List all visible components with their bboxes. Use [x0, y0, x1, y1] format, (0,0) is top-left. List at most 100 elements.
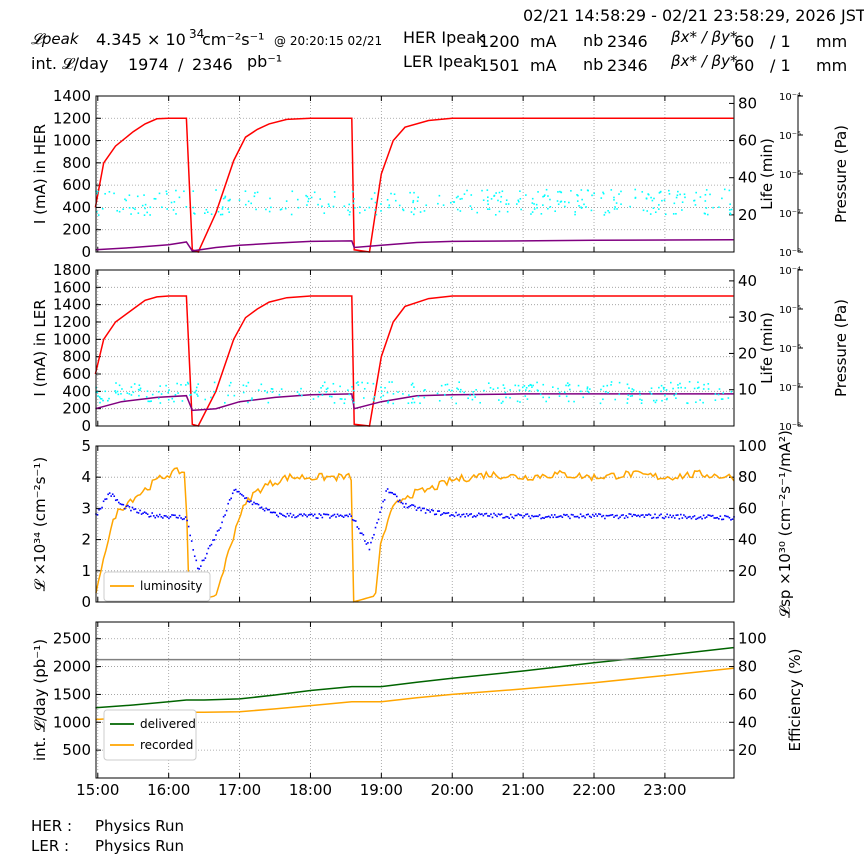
specific-lumi-point [195, 559, 198, 562]
life-point [166, 208, 169, 210]
life-point [658, 386, 660, 389]
life-point [677, 190, 679, 193]
x-tick-label: 18:00 [289, 781, 332, 799]
life-point [583, 203, 585, 206]
life-point [306, 195, 309, 198]
life-point [509, 396, 511, 399]
specific-lumi-point [216, 530, 219, 532]
ler-label: LER Ipeak [403, 52, 483, 71]
specific-lumi-point [687, 516, 690, 518]
life-point [514, 384, 517, 387]
life-point [173, 400, 175, 403]
specific-lumi-point [332, 514, 334, 517]
life-point [497, 199, 499, 202]
specific-lumi-point [356, 526, 359, 528]
life-point [177, 392, 179, 394]
life-point [321, 385, 324, 387]
current-line [94, 117, 734, 253]
life-point [229, 198, 231, 201]
life-point [679, 193, 681, 196]
life-point [181, 400, 184, 402]
life-point [436, 392, 439, 395]
life-point [361, 381, 363, 384]
life-point [402, 208, 404, 211]
life-point [366, 382, 369, 384]
life-point [203, 212, 206, 214]
life-point [472, 391, 474, 393]
specific-lumi-point [629, 513, 632, 516]
life-point [466, 189, 468, 192]
specific-lumi-point [119, 503, 122, 505]
specific-lumi-point [133, 508, 135, 511]
life-point [104, 390, 107, 393]
specific-lumi-point [409, 504, 412, 507]
life-point [183, 190, 185, 193]
life-point [662, 388, 665, 390]
specific-lumi-point [234, 488, 237, 491]
specific-lumi-point [368, 548, 371, 551]
life-point [402, 209, 405, 212]
specific-lumi-point [493, 512, 495, 515]
specific-lumi-point [165, 515, 167, 517]
specific-lumi-point [440, 514, 442, 516]
life-point [456, 387, 458, 390]
life-point [495, 192, 497, 194]
life-point [321, 205, 323, 208]
life-point [166, 193, 168, 195]
life-point [306, 204, 308, 206]
life-point [374, 209, 376, 211]
life-point [170, 201, 173, 204]
life-point [413, 401, 416, 404]
life-point [392, 402, 395, 405]
specific-lumi-point [370, 541, 372, 544]
specific-lumi-point [134, 508, 137, 510]
life-point [390, 192, 392, 195]
life-point [410, 384, 413, 386]
specific-lumi-point [637, 514, 640, 517]
life-point [604, 211, 607, 214]
life-point [570, 190, 572, 192]
life-point [99, 397, 102, 400]
lpeak-unit: cm⁻²s⁻¹ [202, 30, 265, 49]
life-point [267, 401, 270, 404]
specific-lumi-point [508, 517, 510, 520]
life-point [650, 393, 653, 395]
y-tick-label: 0 [81, 243, 91, 261]
legend-box [103, 571, 211, 602]
life-point [703, 212, 706, 215]
specific-lumi-point [178, 514, 181, 517]
life-point [459, 390, 462, 393]
date-range: 02/21 14:58:29 - 02/21 23:58:29, 2026 JS… [523, 6, 864, 25]
life-point [577, 384, 580, 387]
life-point [139, 389, 141, 392]
specific-lumi-point [373, 533, 375, 536]
specific-lumi-point [582, 515, 585, 517]
specific-lumi-point [620, 514, 623, 517]
specific-lumi-point [286, 512, 289, 515]
life-point [608, 211, 611, 214]
specific-lumi-point [705, 516, 708, 518]
x-tick-label: 17:00 [218, 781, 261, 799]
life-point [539, 393, 542, 396]
life-point [187, 382, 190, 385]
specific-lumi-point [678, 517, 681, 520]
plot-frame [95, 621, 735, 779]
life-point [552, 386, 554, 388]
specific-lumi-point [701, 517, 703, 520]
life-point [487, 382, 490, 384]
life-point [195, 389, 198, 392]
specific-lumi-point [526, 513, 529, 515]
life-point [569, 388, 571, 391]
life-point [388, 204, 391, 206]
life-point [348, 393, 351, 396]
life-point [215, 189, 217, 191]
specific-lumi-point [585, 513, 588, 516]
life-point [614, 206, 616, 208]
specific-lumi-point [453, 515, 456, 518]
life-point [123, 398, 126, 401]
specific-lumi-point [206, 552, 208, 555]
specific-lumi-point [689, 515, 691, 518]
specific-lumi-point [171, 514, 173, 516]
life-point [593, 192, 595, 195]
specific-lumi-point [658, 514, 661, 517]
